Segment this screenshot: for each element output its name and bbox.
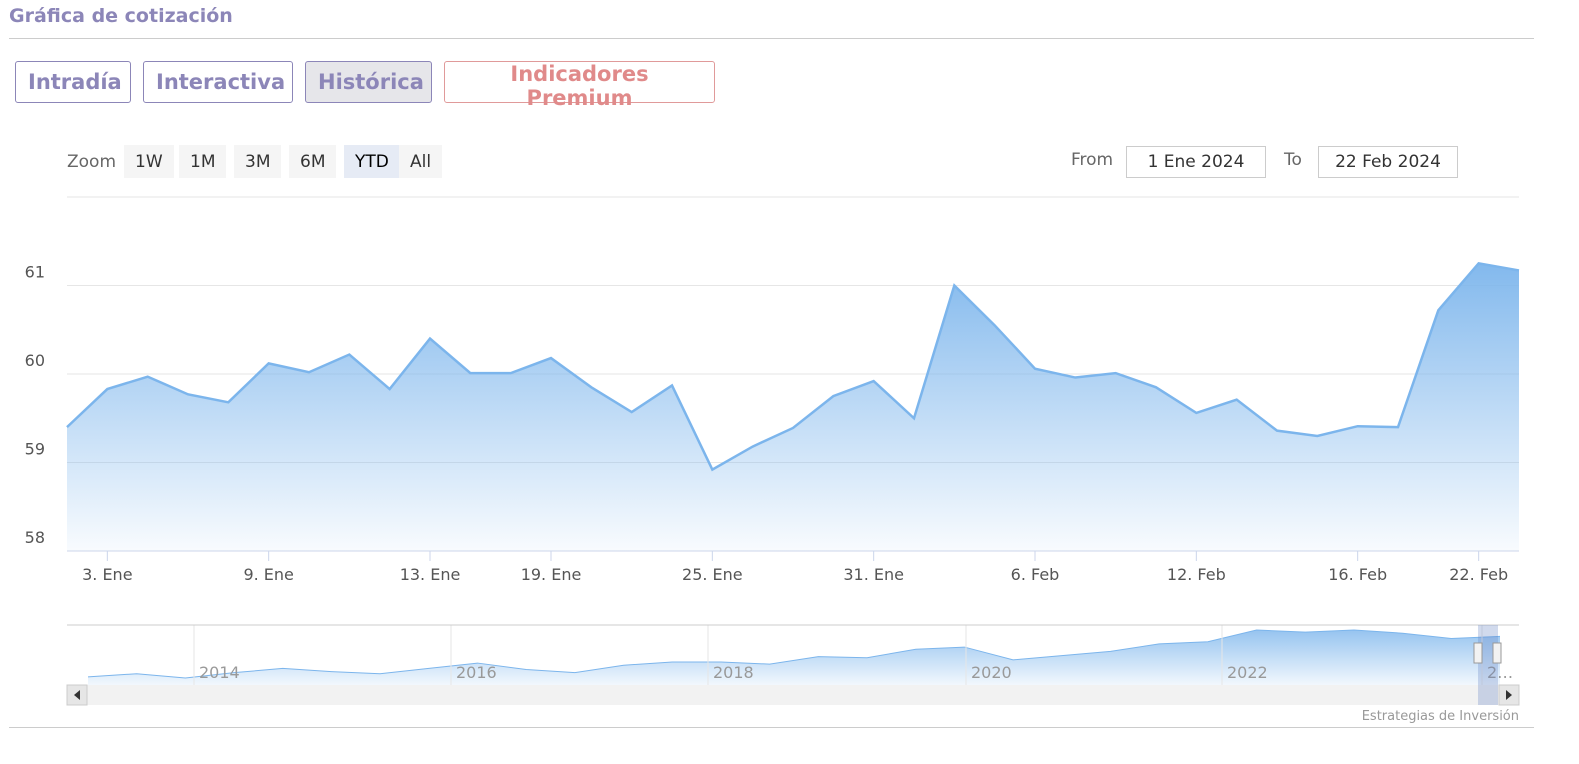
- x-tick-label: 31. Ene: [843, 565, 904, 584]
- x-tick-label: 3. Ene: [82, 565, 132, 584]
- navigator-label: 2018: [713, 663, 754, 682]
- y-tick-label: 61: [25, 263, 45, 282]
- y-tick-label: 60: [25, 351, 45, 370]
- zoom-button[interactable]: All: [399, 145, 443, 178]
- arrow: [1506, 690, 1512, 700]
- divider: [9, 38, 1534, 39]
- x-tick-label: 25. Ene: [682, 565, 743, 584]
- tab[interactable]: Interactiva: [143, 61, 293, 103]
- to-label: To: [1284, 150, 1302, 170]
- navigator-label: 2020: [971, 663, 1012, 682]
- divider: [9, 727, 1534, 728]
- navigator-mask: [1478, 625, 1498, 705]
- y-tick-label: 59: [25, 440, 45, 459]
- y-tick-label: 58: [25, 528, 45, 547]
- navigator-line: [87, 629, 1501, 679]
- x-tick-label: 9. Ene: [243, 565, 293, 584]
- x-tick-label: 6. Feb: [1011, 565, 1060, 584]
- navigator-label: 2016: [456, 663, 497, 682]
- x-tick-label: 13. Ene: [400, 565, 461, 584]
- page-title: Gráfica de cotización: [9, 5, 233, 27]
- line: [66, 262, 1520, 472]
- from-label: From: [1071, 150, 1114, 170]
- x-tick-label: 12. Feb: [1167, 565, 1226, 584]
- arrow: [74, 690, 80, 700]
- x-tick-label: 16. Feb: [1328, 565, 1387, 584]
- tab[interactable]: Intradía: [15, 61, 131, 103]
- navigator-label: 2…: [1487, 663, 1513, 682]
- zoom-button[interactable]: 1W: [124, 145, 174, 178]
- navigator-area: [88, 630, 1500, 685]
- x-tick-label: 22. Feb: [1449, 565, 1508, 584]
- navigator-label: 2014: [199, 663, 240, 682]
- to-input[interactable]: 22 Feb 2024: [1318, 146, 1458, 178]
- zoom-button[interactable]: 1M: [179, 145, 227, 178]
- navigator-label: 2022: [1227, 663, 1268, 682]
- navigator-handle[interactable]: [1473, 642, 1483, 664]
- scrollbar[interactable]: [67, 685, 1519, 705]
- zoom-button-active[interactable]: YTD: [344, 145, 400, 178]
- tab[interactable]: Indicadores Premium: [444, 61, 715, 110]
- zoom-button[interactable]: 6M: [289, 145, 337, 178]
- credits: Estrategias de Inversión: [1362, 709, 1519, 724]
- tab-active[interactable]: Histórica: [305, 61, 432, 103]
- navigator-handle[interactable]: [1492, 642, 1502, 664]
- area-fill: [67, 263, 1519, 551]
- zoom-label: Zoom: [67, 152, 117, 172]
- x-tick-label: 19. Ene: [521, 565, 582, 584]
- from-input[interactable]: 1 Ene 2024: [1126, 146, 1266, 178]
- zoom-button[interactable]: 3M: [234, 145, 282, 178]
